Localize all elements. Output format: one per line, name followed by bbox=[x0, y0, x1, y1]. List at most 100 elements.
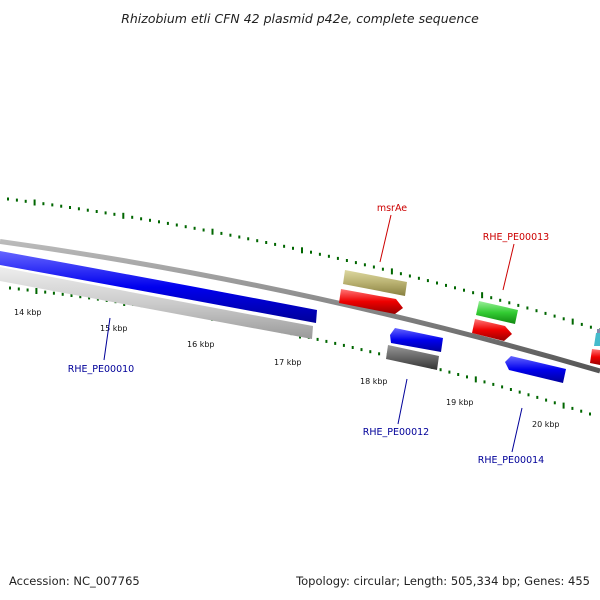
outer-tick-dot bbox=[175, 223, 178, 227]
outer-tick-dot bbox=[327, 254, 330, 258]
gene-rhe-pe00010[interactable] bbox=[0, 251, 317, 323]
inner-tick-dot bbox=[553, 401, 556, 405]
outer-tick-dot bbox=[472, 291, 475, 295]
gene-edge-red[interactable] bbox=[590, 349, 600, 365]
outer-tick-dot bbox=[553, 314, 556, 318]
label-msrae[interactable]: msrAe bbox=[377, 203, 407, 214]
callout-rhe-pe00010 bbox=[103, 317, 111, 361]
gene-edge-cyan[interactable] bbox=[594, 332, 600, 346]
outer-tick-dot bbox=[104, 211, 107, 215]
outer-tick-dot bbox=[7, 197, 9, 201]
tick-label-16kbp: 16 kbp bbox=[187, 340, 215, 349]
inner-tick-dot bbox=[17, 287, 20, 291]
gene-rhe-pe00012[interactable] bbox=[386, 345, 439, 370]
outer-tick-dot bbox=[265, 241, 268, 244]
inner-tick-dot bbox=[316, 337, 319, 341]
inner-tick-dot bbox=[351, 346, 354, 349]
inner-tick-dot bbox=[342, 343, 345, 347]
outer-tick-dot bbox=[77, 207, 80, 211]
gene-light-gray[interactable] bbox=[0, 267, 313, 339]
gene-blue-reverse-1[interactable] bbox=[390, 328, 443, 352]
inner-tick-dot bbox=[61, 292, 64, 296]
gene-rhe-pe00014[interactable] bbox=[505, 356, 566, 383]
outer-tick-dot bbox=[318, 252, 321, 256]
outer-tick-dot bbox=[381, 267, 384, 271]
outer-tick-dot bbox=[463, 288, 465, 292]
inner-tick-dot bbox=[9, 286, 11, 290]
gene-forward-red-1[interactable] bbox=[339, 289, 403, 314]
tick-label-18kbp: 18 kbp bbox=[360, 377, 388, 386]
outer-tick-dot bbox=[454, 286, 456, 290]
outer-tick-dot bbox=[499, 298, 502, 302]
outer-tick-dot bbox=[562, 317, 565, 321]
callout-rhe-pe00013 bbox=[502, 243, 515, 291]
inner-tick-dot bbox=[571, 406, 574, 410]
inner-tick-dot bbox=[580, 409, 583, 413]
inner-tick-dot bbox=[474, 376, 477, 383]
inner-tick-dot bbox=[439, 368, 442, 372]
inner-tick-dot bbox=[325, 339, 328, 343]
inner-tick-dot bbox=[509, 388, 512, 391]
outer-tick-dot bbox=[149, 218, 151, 222]
inner-tick-dot bbox=[70, 294, 73, 297]
inner-tick-dot bbox=[536, 395, 539, 399]
gene-forward-red-2[interactable] bbox=[472, 319, 512, 341]
outer-tick-dot bbox=[122, 212, 125, 219]
label-rhe-pe00013[interactable]: RHE_PE00013 bbox=[483, 232, 549, 243]
tick-label-14kbp: 14 kbp bbox=[14, 308, 42, 317]
outer-tick-dot bbox=[229, 233, 232, 237]
outer-tick-dot bbox=[481, 292, 484, 299]
inner-tick-dot bbox=[501, 385, 504, 389]
tick-label-20kbp: 20 kbp bbox=[532, 420, 560, 429]
outer-tick-dot bbox=[426, 279, 429, 283]
label-rhe-pe00014[interactable]: RHE_PE00014 bbox=[478, 455, 544, 466]
outer-tick-dot bbox=[490, 296, 493, 300]
outer-tick-dot bbox=[24, 199, 27, 203]
outer-tick-dot bbox=[517, 303, 520, 307]
outer-tick-dot bbox=[33, 199, 36, 206]
label-rhe-pe00010[interactable]: RHE_PE00010 bbox=[68, 364, 134, 375]
outer-tick-dot bbox=[166, 221, 169, 225]
outer-tick-dot bbox=[86, 208, 89, 212]
outer-tick-dot bbox=[15, 198, 18, 202]
outer-tick-dot bbox=[544, 311, 547, 315]
outer-tick-dot bbox=[526, 306, 529, 310]
callout-rhe-pe00014 bbox=[511, 407, 523, 453]
inner-tick-dot bbox=[518, 390, 521, 394]
outer-tick-dot bbox=[372, 265, 375, 269]
outer-tick-dot bbox=[202, 228, 205, 232]
inner-tick-dot bbox=[448, 370, 451, 374]
outer-tick-dot bbox=[256, 239, 259, 243]
gene-msrae[interactable] bbox=[343, 270, 407, 296]
topology-summary-text: Topology: circular; Length: 505,334 bp; … bbox=[296, 574, 590, 588]
outer-tick-dot bbox=[354, 261, 357, 265]
outer-tick-dot bbox=[238, 235, 241, 239]
inner-tick-dot bbox=[88, 296, 91, 300]
outer-tick-dot bbox=[390, 268, 393, 275]
outer-tick-dot bbox=[336, 256, 339, 260]
outer-tick-dot bbox=[184, 225, 187, 229]
outer-tick-dot bbox=[310, 250, 312, 254]
inner-tick-dot bbox=[545, 398, 548, 402]
plasmid-backbone bbox=[0, 239, 600, 374]
callout-rhe-pe00012 bbox=[397, 378, 408, 425]
outer-tick-dot bbox=[508, 301, 511, 305]
inner-tick-dot bbox=[457, 373, 460, 376]
inner-tick-dot bbox=[589, 412, 591, 416]
outer-tick-dot bbox=[571, 318, 574, 325]
inner-tick-dot bbox=[492, 382, 495, 386]
inner-tick-marks bbox=[9, 286, 591, 416]
gene-edge-gray[interactable] bbox=[597, 329, 600, 333]
outer-tick-dot bbox=[247, 237, 250, 241]
inner-tick-dot bbox=[466, 375, 468, 379]
outer-tick-dot bbox=[113, 212, 116, 216]
gene-rhe-pe00013[interactable] bbox=[476, 301, 518, 324]
label-rhe-pe00012[interactable]: RHE_PE00012 bbox=[363, 427, 429, 438]
outer-tick-dot bbox=[283, 244, 286, 248]
outer-tick-dot bbox=[193, 226, 196, 230]
outer-tick-dot bbox=[131, 215, 134, 219]
outer-tick-dot bbox=[292, 246, 294, 250]
inner-tick-dot bbox=[562, 402, 565, 409]
outer-tick-dot bbox=[445, 283, 447, 287]
